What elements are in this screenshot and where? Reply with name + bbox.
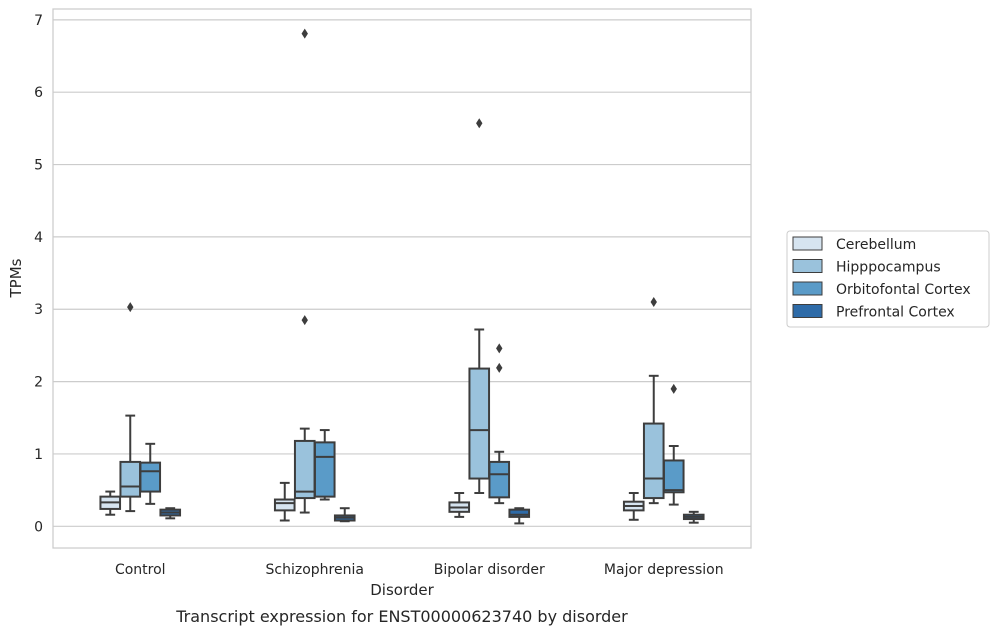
legend-swatch [792, 259, 823, 273]
box-3-0 [622, 492, 645, 521]
box-body [488, 460, 511, 499]
box-2-1 [468, 118, 491, 495]
legend-swatch [792, 304, 823, 318]
box-body [273, 498, 296, 512]
outlier-point [476, 118, 483, 129]
y-tick-label: 4 [34, 230, 43, 246]
box-2-3 [508, 507, 531, 525]
box-2-0 [448, 492, 471, 518]
legend-label: Cerebellum [836, 237, 916, 253]
chart-caption: Transcript expression for ENST0000062374… [175, 607, 628, 626]
x-axis-label: Disorder [370, 581, 434, 599]
box-1-2 [313, 429, 336, 501]
box-body [139, 461, 162, 493]
x-tick-label: Major depression [604, 562, 724, 578]
y-tick-label: 7 [34, 13, 43, 29]
outlier-point [496, 362, 503, 373]
box-body [313, 441, 336, 498]
box-body [508, 508, 531, 518]
box-0-3 [159, 507, 182, 520]
box-3-3 [682, 510, 705, 524]
box-body [662, 459, 685, 494]
y-tick-label: 0 [34, 519, 43, 535]
legend-swatch [792, 281, 823, 296]
box-body [468, 367, 491, 480]
x-tick-label: Schizophrenia [266, 562, 364, 578]
y-axis-label: TPMs [7, 258, 25, 298]
y-tick-label: 3 [34, 302, 43, 318]
outlier-point [670, 383, 677, 394]
outlier-point [650, 297, 657, 308]
legend-frame [786, 230, 990, 328]
box-3-1 [642, 297, 665, 505]
box-3-2 [662, 383, 685, 506]
x-axis-ticks: Control Schizophrenia Bipolar disorder Majo… [115, 562, 724, 578]
outlier-point [301, 315, 308, 326]
outlier-point [496, 343, 503, 354]
y-axis-ticks: 0 1 2 3 4 5 6 7 [34, 13, 43, 535]
box-0-1 [119, 302, 142, 513]
box-body [642, 422, 665, 500]
legend-label: Prefrontal Cortex [836, 305, 955, 321]
y-tick-label: 6 [34, 85, 43, 101]
legend-swatch [792, 236, 823, 251]
box-0-0 [99, 490, 122, 516]
box-2-2 [488, 343, 511, 505]
box-1-1 [293, 28, 316, 514]
legend-label: Hipppocampus [836, 260, 941, 276]
x-tick-label: Control [115, 562, 166, 578]
box-0-2 [139, 442, 162, 505]
outlier-point [301, 28, 308, 39]
box-1-0 [273, 481, 296, 522]
box-body [293, 439, 316, 500]
grid-lines [53, 19, 751, 527]
plot-frame [52, 8, 752, 549]
y-tick-label: 2 [34, 375, 43, 391]
outlier-point [127, 302, 134, 313]
box-plot-marks [99, 28, 705, 525]
box-1-3 [333, 507, 356, 523]
y-tick-label: 5 [34, 158, 43, 174]
box-body [119, 460, 142, 498]
legend-label: Orbitofontal Cortex [836, 282, 971, 298]
legend: Cerebellum Hipppocampus Orbitofontal Corte… [786, 230, 990, 328]
x-tick-label: Bipolar disorder [434, 562, 545, 578]
y-tick-label: 1 [34, 447, 43, 463]
